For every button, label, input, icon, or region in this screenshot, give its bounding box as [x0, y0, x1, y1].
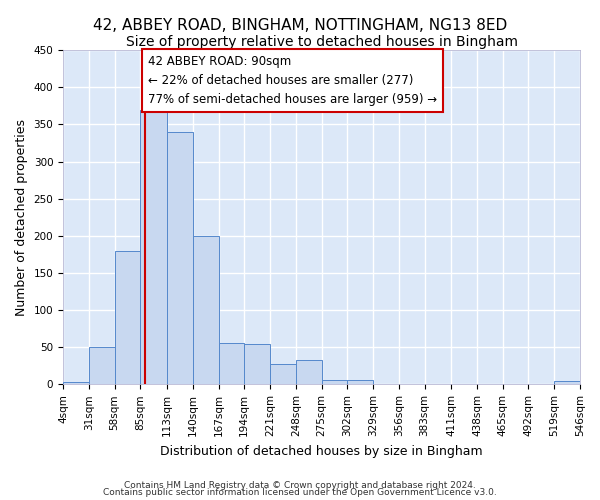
Bar	[140, 110, 167, 384]
Bar	[270, 364, 296, 384]
Bar	[322, 380, 347, 384]
Bar	[115, 250, 140, 384]
Text: Contains public sector information licensed under the Open Government Licence v3: Contains public sector information licen…	[103, 488, 497, 497]
Bar	[167, 132, 193, 384]
X-axis label: Distribution of detached houses by size in Bingham: Distribution of detached houses by size …	[160, 444, 483, 458]
Bar	[218, 344, 244, 384]
Text: Contains HM Land Registry data © Crown copyright and database right 2024.: Contains HM Land Registry data © Crown c…	[124, 480, 476, 490]
Bar	[554, 382, 580, 384]
Bar	[347, 380, 373, 384]
Bar	[244, 344, 270, 385]
Text: 42 ABBEY ROAD: 90sqm
← 22% of detached houses are smaller (277)
77% of semi-deta: 42 ABBEY ROAD: 90sqm ← 22% of detached h…	[148, 56, 437, 106]
Y-axis label: Number of detached properties: Number of detached properties	[15, 118, 28, 316]
Bar	[193, 236, 218, 384]
Bar	[89, 347, 115, 385]
Title: Size of property relative to detached houses in Bingham: Size of property relative to detached ho…	[125, 35, 518, 49]
Bar	[63, 382, 89, 384]
Text: 42, ABBEY ROAD, BINGHAM, NOTTINGHAM, NG13 8ED: 42, ABBEY ROAD, BINGHAM, NOTTINGHAM, NG1…	[93, 18, 507, 32]
Bar	[296, 360, 322, 384]
